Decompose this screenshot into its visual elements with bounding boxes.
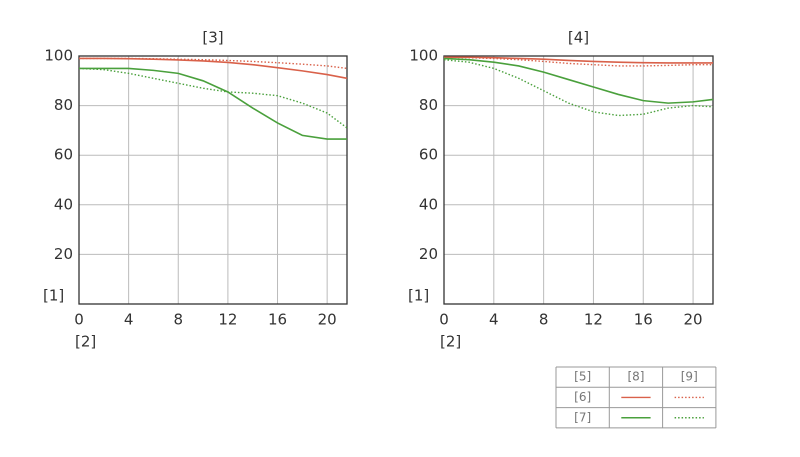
y-tick-label: 100	[409, 47, 438, 65]
legend-label: [5]	[574, 370, 591, 384]
legend-label: [7]	[574, 410, 591, 424]
legend-label: [8]	[627, 370, 644, 384]
y-tick-label: 100	[44, 47, 73, 65]
y-tick-label: 20	[54, 245, 73, 263]
legend-label: [9]	[681, 370, 698, 384]
x-tick-label: 12	[218, 311, 237, 329]
series-line	[443, 57, 714, 104]
chart-title: [3]	[202, 29, 223, 47]
x-tick-label: 20	[684, 311, 703, 329]
series-line	[79, 67, 347, 140]
series-line	[79, 57, 348, 80]
series-line	[79, 57, 348, 70]
x-axis-label: [2]	[440, 333, 461, 351]
x-tick-label: 4	[124, 311, 134, 329]
series-line	[443, 59, 714, 117]
y-tick-label: 80	[54, 96, 73, 114]
x-tick-label: 0	[74, 311, 84, 329]
y-tick-label: 40	[54, 195, 73, 213]
x-axis-label: [2]	[75, 333, 96, 351]
x-tick-label: 20	[318, 311, 337, 329]
plot-frame	[78, 55, 348, 305]
x-tick-label: 0	[439, 311, 449, 329]
y-tick-label: 60	[54, 146, 73, 164]
chart-title: [4]	[568, 29, 589, 47]
series-line	[78, 67, 348, 129]
y-axis-label: [1]	[408, 287, 429, 305]
x-tick-label: 8	[539, 311, 549, 329]
y-tick-label: 60	[419, 146, 438, 164]
series-line	[444, 56, 713, 64]
x-tick-label: 16	[634, 311, 653, 329]
x-tick-label: 16	[268, 311, 287, 329]
y-tick-label: 40	[419, 195, 438, 213]
y-axis-label: [1]	[43, 287, 64, 305]
x-tick-label: 8	[173, 311, 183, 329]
y-tick-label: 80	[419, 96, 438, 114]
series-line	[443, 56, 713, 67]
y-tick-label: 20	[419, 245, 438, 263]
x-tick-label: 12	[584, 311, 603, 329]
x-tick-label: 4	[489, 311, 499, 329]
plot-frame	[443, 55, 714, 305]
legend-label: [6]	[574, 390, 591, 404]
